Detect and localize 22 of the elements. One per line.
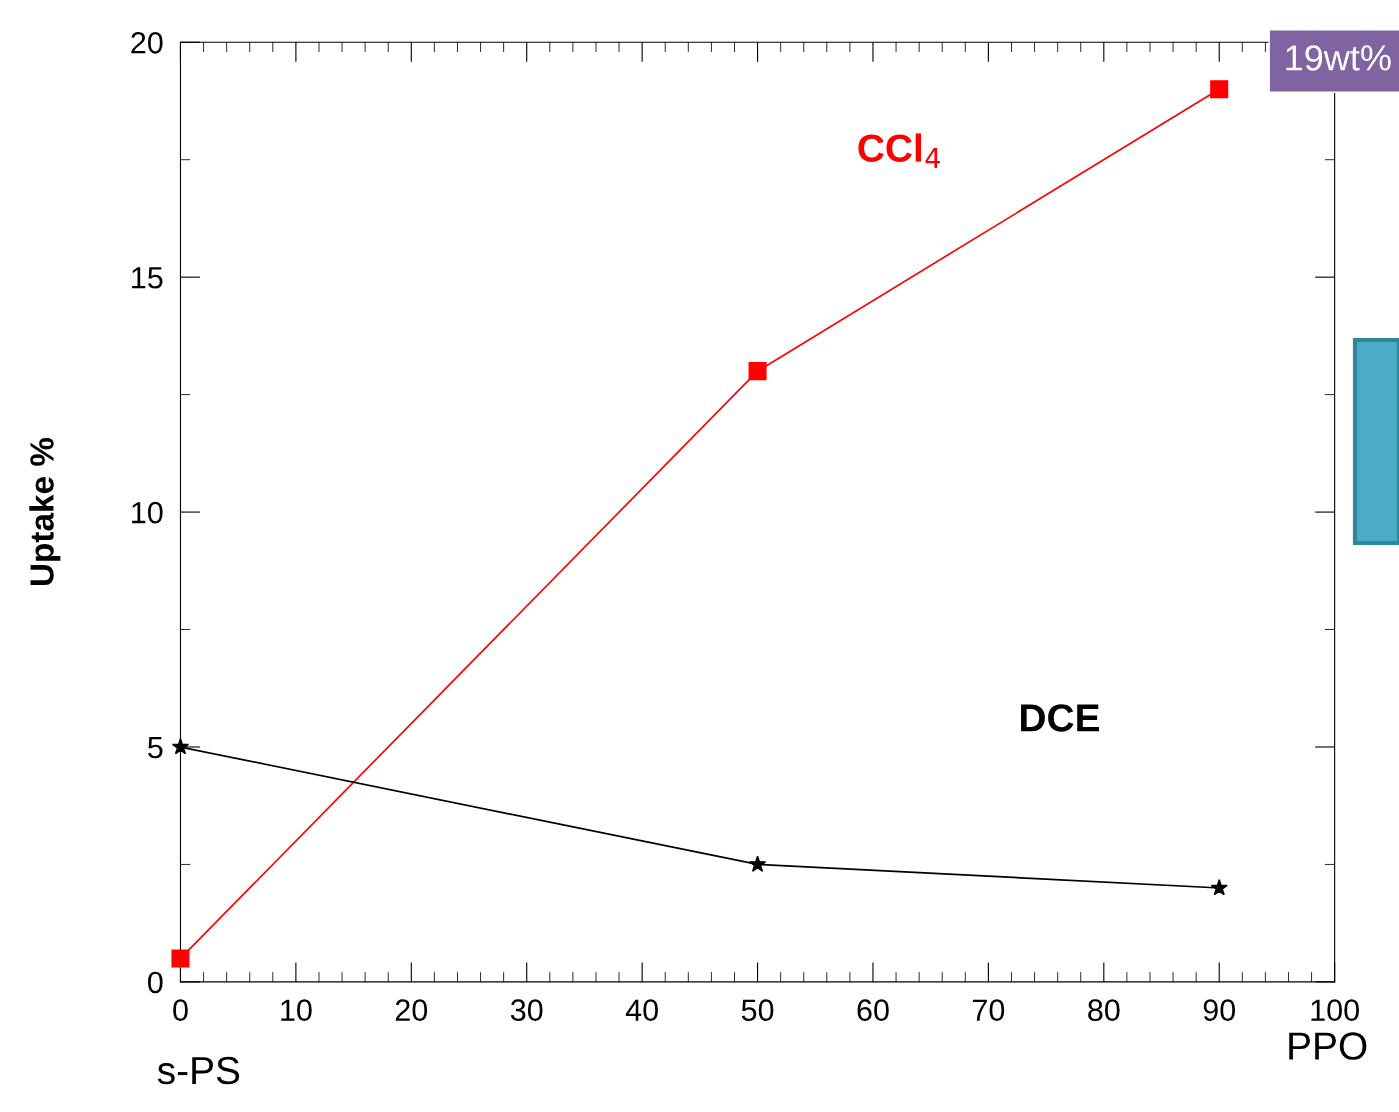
x-tick-label: 40 [625,999,658,1022]
text: CCl$_{4}$ [858,133,940,168]
x-tick-label: 10 [281,999,312,1022]
y-tick-label: 20 [131,31,163,54]
y-tick-label: 15 [132,267,163,289]
y-tick-label: 0 [148,971,163,994]
x-tick-label: 70 [972,999,1005,1022]
annotation: 19wt% [1286,45,1391,71]
x-tick-label: 80 [1088,999,1120,1022]
y-tick-label: 5 [148,737,163,759]
y-tick-label: 10 [132,501,163,524]
text: PPO [1289,1032,1367,1060]
x-tick-label: 50 [741,999,774,1022]
y-axis-title: Uptake % [29,437,61,586]
x-tick-label: 30 [510,999,543,1022]
x-tick-label: 90 [1203,999,1236,1022]
x-tick-label: 100 [1311,999,1359,1022]
x-tick-label: 20 [395,999,428,1022]
x-tick-label: 60 [857,999,889,1022]
text: DCE [1021,704,1100,732]
text: s-PS [157,1056,240,1085]
x-tick-label: 0 [173,999,188,1022]
